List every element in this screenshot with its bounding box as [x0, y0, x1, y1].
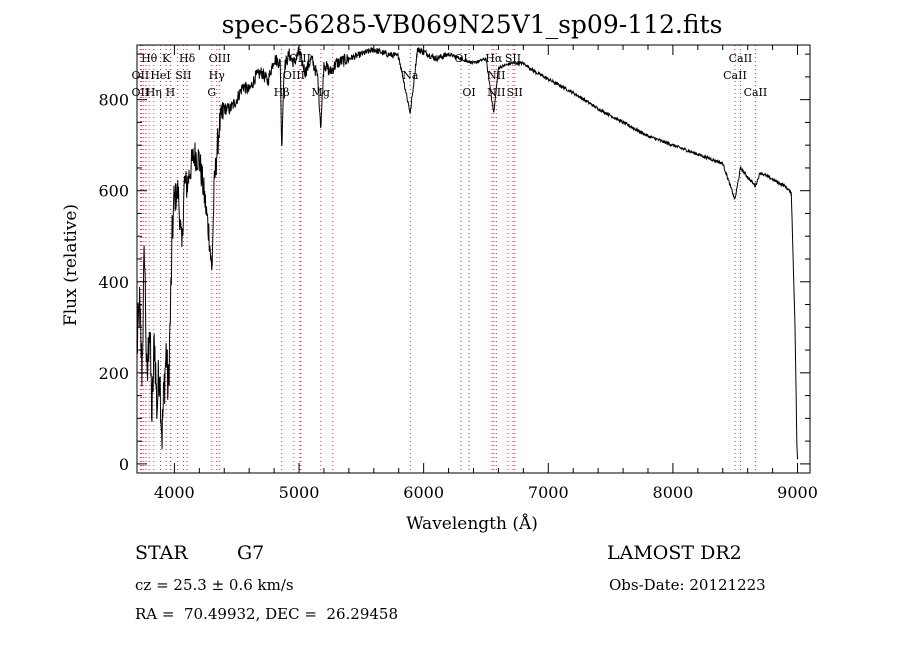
line-label: OII: [132, 69, 150, 82]
y-tick-label: 400: [98, 273, 129, 292]
line-label: SII: [507, 86, 523, 99]
line-label: CaII: [729, 52, 753, 65]
line-label: Na: [402, 69, 419, 82]
x-tick-label: 9000: [777, 483, 818, 502]
line-label: OIII: [283, 69, 305, 82]
object-subclass: G7: [237, 542, 265, 564]
y-tick-label: 800: [98, 91, 129, 110]
y-axis-label: Flux (relative): [61, 204, 81, 326]
chart-title: spec-56285-VB069N25V1_sp09-112.fits: [222, 10, 723, 39]
y-tick-label: 0: [119, 455, 129, 474]
emission-line-markers: [139, 45, 756, 473]
observation-date: Obs-Date: 20121223: [609, 576, 766, 594]
line-label: SII: [175, 69, 191, 82]
line-label: OIII: [209, 52, 231, 65]
line-label: Hθ: [141, 52, 158, 65]
line-label: HeI: [150, 69, 170, 82]
line-label: Hδ: [179, 52, 196, 65]
line-label: NII: [487, 69, 505, 82]
line-label: H: [166, 86, 176, 99]
x-tick-label: 8000: [653, 483, 694, 502]
x-tick-label: 5000: [279, 483, 320, 502]
x-axis-label: Wavelength (Å): [406, 513, 538, 534]
line-label: OI: [462, 86, 475, 99]
x-tick-label: 7000: [528, 483, 569, 502]
redshift-velocity: cz = 25.3 ± 0.6 km/s: [135, 576, 294, 594]
y-tick-label: 200: [98, 364, 129, 383]
line-label: Hα: [485, 52, 503, 65]
plot-frame: [136, 44, 811, 474]
line-label: Hγ: [209, 69, 226, 82]
line-label: Mg: [312, 86, 330, 99]
line-label: OII: [132, 86, 150, 99]
line-label: Hβ: [274, 86, 290, 99]
line-label: G: [207, 86, 216, 99]
axis-tick-labels: 4000 5000 6000 7000 8000 9000 0 200 400 600 800: [98, 91, 817, 502]
object-class: STAR: [135, 542, 188, 564]
x-tick-label: 4000: [154, 483, 195, 502]
coordinates: RA = 70.49932, DEC = 26.29458: [135, 605, 399, 623]
axis-ticks: [137, 45, 810, 473]
line-label: SII: [505, 52, 521, 65]
line-label: K: [162, 52, 171, 65]
line-label: Hη: [146, 86, 162, 99]
spectrum-line: [136, 46, 798, 460]
survey-name: LAMOST DR2: [607, 542, 742, 564]
line-label: CaII: [744, 86, 768, 99]
x-tick-label: 6000: [403, 483, 444, 502]
y-tick-label: 600: [98, 182, 129, 201]
line-label: CaII: [723, 69, 747, 82]
